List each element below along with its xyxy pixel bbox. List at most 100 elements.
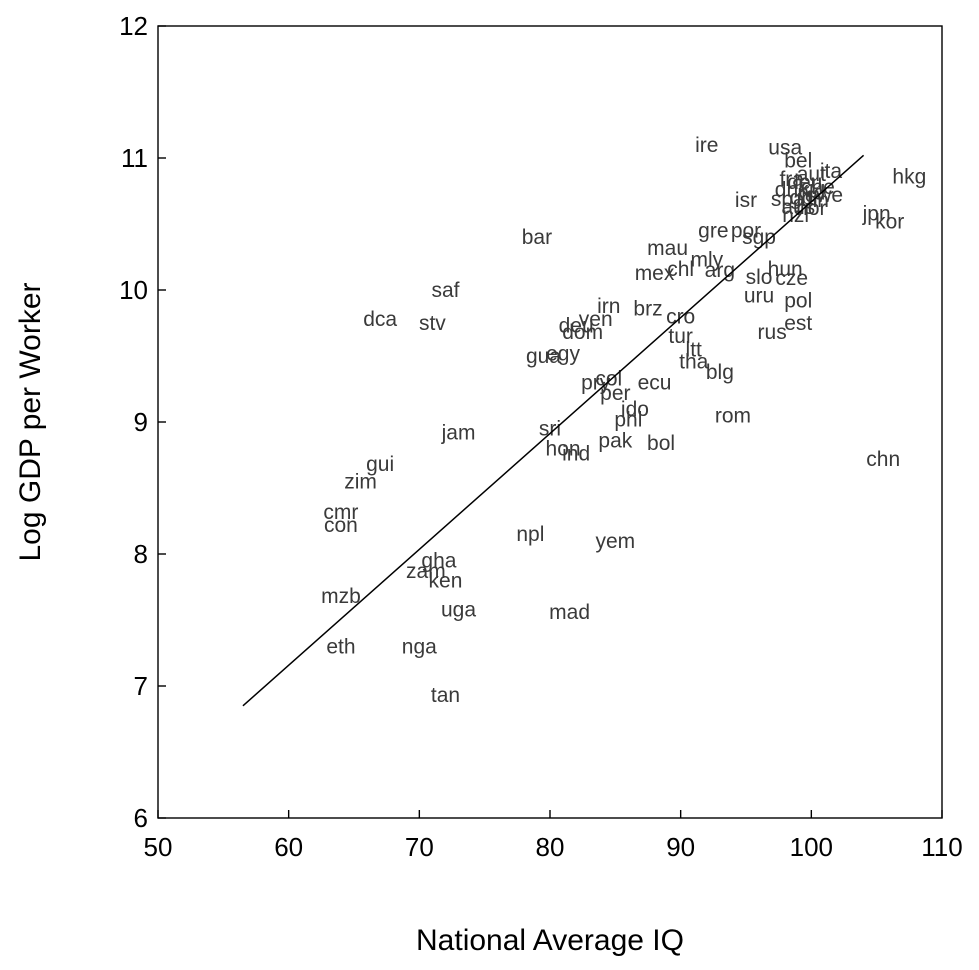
- point-label-ita: ita: [820, 160, 843, 183]
- point-label-sri: sri: [539, 418, 561, 441]
- point-label-uga: uga: [441, 598, 476, 621]
- point-label-spa: spa: [771, 188, 805, 211]
- point-label-isr: isr: [735, 189, 757, 212]
- point-label-irn: irn: [597, 295, 620, 318]
- point-label-cmr: cmr: [323, 501, 358, 524]
- point-label-zim: zim: [344, 470, 377, 493]
- point-label-aut: aut: [797, 163, 826, 186]
- point-label-pol: pol: [784, 290, 812, 313]
- point-label-brz: brz: [633, 297, 662, 320]
- point-label-gre: gre: [698, 220, 728, 243]
- x-tick-label: 80: [536, 832, 565, 862]
- point-label-bol: bol: [647, 432, 675, 455]
- y-axis-title: Log GDP per Worker: [14, 282, 47, 561]
- point-label-hun: hun: [768, 258, 803, 281]
- point-label-arg: arg: [705, 259, 735, 282]
- point-label-chl: chl: [667, 258, 694, 281]
- point-label-nld: nld: [797, 181, 825, 204]
- x-axis-title: National Average IQ: [416, 924, 684, 957]
- point-label-ire: ire: [695, 134, 718, 157]
- point-label-saf: saf: [431, 279, 459, 302]
- point-label-nor: nor: [796, 197, 826, 220]
- point-label-mzb: mzb: [321, 585, 361, 608]
- point-label-stv: stv: [419, 312, 446, 335]
- point-label-hkg: hkg: [892, 165, 926, 188]
- point-label-pry: pry: [581, 371, 611, 394]
- point-label-deu2: deu: [559, 315, 594, 338]
- point-label-ven: ven: [579, 308, 613, 331]
- regression-line: [242, 154, 865, 707]
- point-label-gha: gha: [421, 550, 456, 573]
- point-label-che: che: [801, 176, 835, 199]
- x-tick-label: 70: [405, 832, 434, 862]
- point-label-uru: uru: [744, 284, 774, 307]
- point-label-fin: fin: [807, 189, 829, 212]
- x-tick-label: 90: [666, 832, 695, 862]
- point-label-mau: mau: [647, 237, 688, 260]
- y-tick-label: 8: [134, 539, 148, 569]
- y-tick-label: 12: [119, 11, 148, 41]
- point-label-kor: kor: [875, 210, 904, 233]
- point-label-chn: chn: [866, 448, 900, 471]
- x-tick-label: 110: [921, 832, 962, 862]
- point-label-sgp: sgp: [742, 226, 776, 249]
- point-label-cze: cze: [775, 267, 808, 290]
- point-label-aus: aus: [781, 196, 815, 219]
- point-label-slo: slo: [746, 266, 773, 289]
- point-label-zam: zam: [406, 560, 446, 583]
- point-label-ido: ido: [621, 398, 649, 421]
- point-label-ltt: ltt: [686, 338, 703, 361]
- point-label-usa: usa: [768, 136, 802, 159]
- point-label-jpn: jpn: [862, 202, 891, 225]
- point-label-dca: dca: [363, 308, 397, 331]
- x-tick-label: 60: [274, 832, 303, 862]
- point-label-con: con: [324, 514, 358, 537]
- point-label-hon: hon: [546, 437, 581, 460]
- point-label-npl: npl: [516, 523, 544, 546]
- point-label-tan: tan: [431, 684, 460, 707]
- point-label-bel: bel: [784, 150, 812, 173]
- point-label-mad: mad: [549, 601, 590, 624]
- x-tick-label: 100: [790, 832, 833, 862]
- point-label-est: est: [784, 312, 812, 335]
- point-label-mly: mly: [690, 249, 723, 272]
- point-label-ind: ind: [562, 443, 590, 466]
- plot-frame: [157, 25, 943, 819]
- point-label-dnk: dnk: [775, 179, 809, 202]
- point-label-gui: gui: [366, 453, 394, 476]
- point-label-per: per: [600, 382, 630, 405]
- point-label-ecu: ecu: [638, 371, 672, 394]
- point-label-phl: phl: [614, 408, 642, 431]
- y-tick-label: 6: [134, 803, 148, 833]
- point-label-tha: tha: [679, 350, 709, 373]
- point-label-dom: dom: [562, 321, 603, 344]
- point-label-nga: nga: [402, 635, 437, 658]
- point-label-blg: blg: [706, 361, 734, 384]
- y-tick-label: 11: [121, 143, 148, 173]
- point-label-deu: deu: [787, 171, 822, 194]
- point-label-bar: bar: [522, 226, 552, 249]
- point-label-pak: pak: [598, 429, 632, 452]
- point-label-mex: mex: [635, 262, 675, 285]
- y-tick-label: 7: [134, 671, 148, 701]
- point-label-tur: tur: [668, 325, 693, 348]
- point-label-por: por: [731, 220, 761, 243]
- point-label-eth: eth: [326, 635, 355, 658]
- ticks-layer: 50 60 70 80 90 100 110 6 7 8 9 10 11 12: [119, 11, 963, 862]
- point-label-swe: swe: [806, 184, 843, 207]
- point-label-col: col: [595, 367, 622, 390]
- point-label-gbr: gbr: [790, 187, 820, 210]
- point-label-rom: rom: [715, 404, 751, 427]
- point-label-jam: jam: [441, 422, 476, 445]
- point-label-gua: gua: [526, 345, 561, 368]
- point-label-fra: fra: [779, 168, 804, 191]
- y-tick-label: 10: [119, 275, 148, 305]
- point-label-egy: egy: [546, 342, 580, 365]
- x-tick-label: 50: [144, 832, 173, 862]
- y-tick-label: 9: [134, 407, 148, 437]
- point-label-yem: yem: [595, 530, 635, 553]
- point-label-rus: rus: [758, 321, 787, 344]
- point-label-ken: ken: [429, 569, 463, 592]
